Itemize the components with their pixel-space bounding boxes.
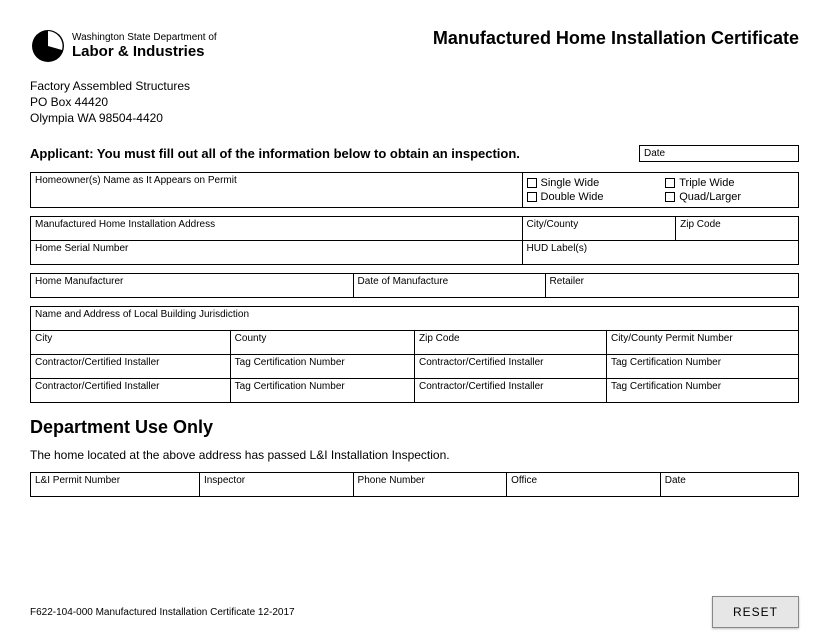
tag-field-3[interactable]: Tag Certification Number — [230, 378, 414, 402]
date-field[interactable]: Date — [639, 145, 799, 162]
tag-field-2[interactable]: Tag Certification Number — [606, 354, 798, 378]
dept-date-field[interactable]: Date — [660, 472, 798, 496]
addr-line2: PO Box 44420 — [30, 94, 799, 110]
jurisdiction-field[interactable]: Name and Address of Local Building Juris… — [31, 306, 799, 330]
dept-heading: Department Use Only — [30, 417, 799, 438]
city-county-field[interactable]: City/County — [522, 216, 676, 240]
homeowner-field[interactable]: Homeowner(s) Name as It Appears on Permi… — [31, 172, 523, 207]
addr-line3: Olympia WA 98504-4420 — [30, 110, 799, 126]
lni-permit-field[interactable]: L&I Permit Number — [31, 472, 200, 496]
addr-line1: Factory Assembled Structures — [30, 78, 799, 94]
instruction-row: Applicant: You must fill out all of the … — [30, 145, 799, 162]
date-of-mfr-field[interactable]: Date of Manufacture — [353, 273, 545, 297]
tag-field-4[interactable]: Tag Certification Number — [606, 378, 798, 402]
table-address: Manufactured Home Installation Address C… — [30, 216, 799, 265]
office-field[interactable]: Office — [507, 472, 661, 496]
footer: F622-104-000 Manufactured Installation C… — [30, 596, 799, 628]
cci-field-1[interactable]: Contractor/Certified Installer — [31, 354, 231, 378]
cb-quad-larger[interactable]: Quad/Larger — [665, 191, 794, 203]
reset-button[interactable]: RESET — [712, 596, 799, 628]
install-addr-field[interactable]: Manufactured Home Installation Address — [31, 216, 523, 240]
form-id: F622-104-000 Manufactured Installation C… — [30, 607, 295, 618]
juris-zip-field[interactable]: Zip Code — [414, 330, 606, 354]
table-dept: L&I Permit Number Inspector Phone Number… — [30, 472, 799, 497]
tag-field-1[interactable]: Tag Certification Number — [230, 354, 414, 378]
cb-double-wide[interactable]: Double Wide — [527, 191, 656, 203]
dept-small: Washington State Department of — [72, 32, 217, 43]
width-checkboxes: Single Wide Triple Wide Double Wide Quad… — [522, 172, 798, 207]
lni-logo-icon — [30, 28, 66, 64]
instruction-text: Applicant: You must fill out all of the … — [30, 145, 631, 162]
table-homeowner: Homeowner(s) Name as It Appears on Permi… — [30, 172, 799, 208]
dept-big: Labor & Industries — [72, 43, 217, 60]
manufacturer-field[interactable]: Home Manufacturer — [31, 273, 354, 297]
dept-text: The home located at the above address ha… — [30, 448, 799, 462]
logo-block: Washington State Department of Labor & I… — [30, 28, 217, 64]
juris-permit-field[interactable]: City/County Permit Number — [606, 330, 798, 354]
zip-field[interactable]: Zip Code — [676, 216, 799, 240]
hud-field[interactable]: HUD Label(s) — [522, 240, 798, 264]
cci-field-3[interactable]: Contractor/Certified Installer — [31, 378, 231, 402]
cb-single-wide[interactable]: Single Wide — [527, 177, 656, 189]
juris-county-field[interactable]: County — [230, 330, 414, 354]
phone-field[interactable]: Phone Number — [353, 472, 507, 496]
table-jurisdiction: Name and Address of Local Building Juris… — [30, 306, 799, 403]
address-block: Factory Assembled Structures PO Box 4442… — [30, 78, 799, 127]
juris-city-field[interactable]: City — [31, 330, 231, 354]
table-manufacturer: Home Manufacturer Date of Manufacture Re… — [30, 273, 799, 298]
cci-field-4[interactable]: Contractor/Certified Installer — [414, 378, 606, 402]
header-row: Washington State Department of Labor & I… — [30, 28, 799, 64]
inspector-field[interactable]: Inspector — [199, 472, 353, 496]
serial-field[interactable]: Home Serial Number — [31, 240, 523, 264]
cb-triple-wide[interactable]: Triple Wide — [665, 177, 794, 189]
logo-text: Washington State Department of Labor & I… — [72, 32, 217, 60]
cci-field-2[interactable]: Contractor/Certified Installer — [414, 354, 606, 378]
retailer-field[interactable]: Retailer — [545, 273, 798, 297]
document-title: Manufactured Home Installation Certifica… — [433, 28, 799, 49]
